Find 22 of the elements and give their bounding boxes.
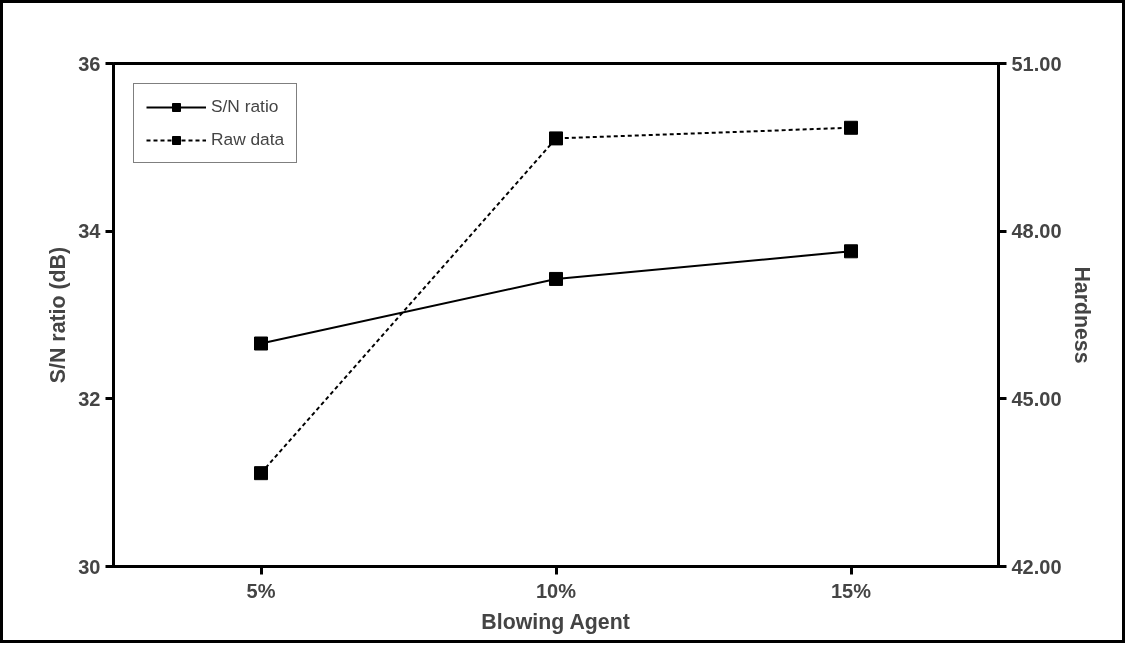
y-tick-label: 36 xyxy=(78,52,101,75)
point xyxy=(254,336,268,351)
y-tick-label: 34 xyxy=(78,220,102,243)
point xyxy=(549,131,563,146)
y2-tick-label: 42.00 xyxy=(1011,555,1062,578)
point xyxy=(844,244,858,259)
y-tick-label: 32 xyxy=(78,387,101,410)
legend-label: Raw data xyxy=(211,129,285,150)
x-tick-label: 10% xyxy=(535,579,577,602)
y-tick-label: 30 xyxy=(78,555,101,578)
y2-tick-label: 45.00 xyxy=(1011,387,1062,410)
legend-label: S/N ratio xyxy=(211,96,279,117)
point xyxy=(549,271,563,286)
y2-axis-title: Hardness xyxy=(1069,266,1094,364)
x-tick-label: 15% xyxy=(830,579,872,602)
point xyxy=(844,120,858,135)
point xyxy=(254,466,268,481)
x-tick-label: 5% xyxy=(246,579,276,602)
y2-tick-label: 48.00 xyxy=(1011,220,1062,243)
y-axis-title: S/N ratio (dB) xyxy=(46,246,71,384)
x-axis-title: Blowing Agent xyxy=(481,609,630,634)
y2-tick-label: 51.00 xyxy=(1011,52,1062,75)
